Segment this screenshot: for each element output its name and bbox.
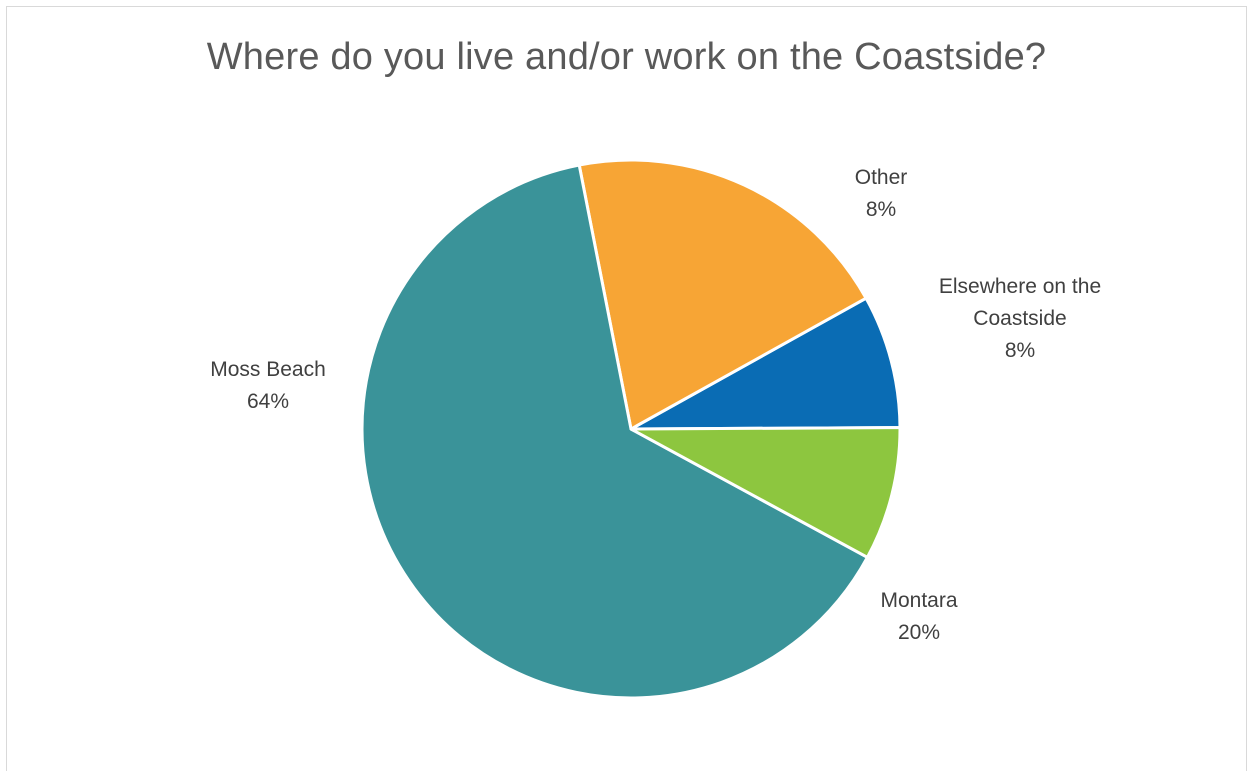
- data-label-category: Montara: [880, 589, 957, 612]
- data-label-category: Moss Beach: [210, 358, 326, 381]
- data-label-value: 64%: [247, 390, 289, 413]
- pie-slice-moss-beach: [360, 163, 869, 700]
- data-label-category: Elsewhere on the: [939, 275, 1101, 298]
- pie-slices: [360, 158, 902, 700]
- data-label-value: 20%: [898, 621, 940, 644]
- pie-slice-elsewhere-on-the-coastside: [629, 296, 902, 431]
- data-label-moss-beach: Moss Beach 64%: [210, 358, 326, 413]
- data-label-elsewhere-on-the-coastside: Elsewhere on the Coastside 8%: [939, 275, 1101, 362]
- pie-slice-montara: [577, 158, 868, 431]
- data-label-category: Coastside: [973, 307, 1066, 330]
- chart-title: Where do you live and/or work on the Coa…: [206, 36, 1047, 78]
- pie-labels: Elsewhere on the Coastside 8% Montara 20% Mos…: [210, 166, 1101, 644]
- data-label-value: 8%: [866, 198, 896, 221]
- data-label-montara: Montara 20%: [880, 589, 957, 644]
- data-label-category: Other: [855, 166, 908, 189]
- data-label-value: 8%: [1005, 339, 1035, 362]
- data-label-other: Other 8%: [855, 166, 908, 221]
- pie-slice-other: [629, 426, 902, 559]
